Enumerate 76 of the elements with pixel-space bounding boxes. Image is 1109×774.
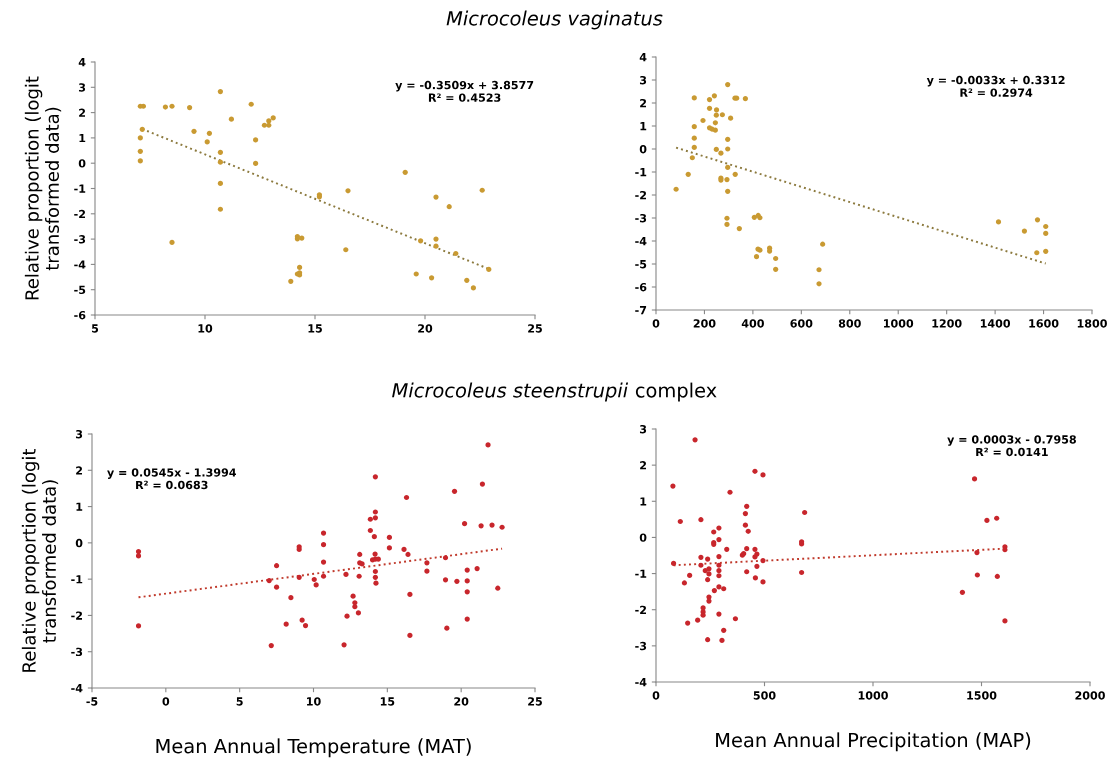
x-tick-label: 1800 (1077, 319, 1107, 328)
y-tick-label: -3 (635, 213, 647, 223)
x-tick-label: 25 (528, 697, 542, 706)
y-tick-label: 0 (78, 159, 86, 168)
x-tick-label: 25 (528, 324, 542, 333)
x-tick-label: 20 (418, 324, 433, 333)
x-tick-label: 800 (838, 319, 861, 328)
x-tick-label: 5 (236, 697, 243, 706)
y-tick-label: -4 (71, 684, 83, 693)
y-tick-label: 4 (639, 53, 647, 62)
y-tick-label: 0 (75, 538, 83, 548)
y-tick-label: -3 (71, 647, 83, 657)
x-tick-label: 10 (307, 697, 321, 706)
x-tick-label: 1500 (967, 691, 997, 700)
annotation: y = 0.0545x - 1.3994 R² = 0.0683 (107, 468, 237, 490)
y-tick-label: 1 (640, 497, 647, 506)
y-tick-label: 1 (76, 502, 83, 511)
x-tick-label: 0 (162, 697, 170, 706)
y-tick-label: -5 (635, 260, 647, 269)
y-tick-label: 0 (639, 533, 647, 542)
x-tick-label: 600 (790, 319, 813, 328)
y-tick-label: -3 (74, 235, 86, 244)
x-tick-label: 1000 (884, 319, 914, 328)
x-tick-label: 500 (753, 691, 776, 700)
x-tick-label: 5 (91, 324, 99, 333)
y-tick-label: -1 (635, 168, 647, 177)
x-tick-label: 10 (198, 324, 213, 333)
y-tick-label: 3 (639, 75, 647, 85)
y-tick-label: -6 (74, 310, 86, 320)
y-tick-label: -7 (635, 306, 647, 315)
x-tick-label: 1600 (1029, 319, 1059, 328)
x-tick-label: 0 (652, 691, 660, 700)
x-axis-title: Mean Annual Precipitation (MAP) (716, 732, 1031, 752)
y-tick-label: -3 (635, 641, 647, 651)
y-tick-label: 2 (79, 108, 86, 117)
y-tick-label: 3 (75, 429, 83, 439)
y-tick-label: -1 (635, 569, 647, 578)
y-tick-label: -4 (635, 678, 647, 687)
y-tick-label: 3 (639, 424, 647, 434)
y-tick-label: 2 (640, 461, 647, 470)
y-tick-label: 1 (79, 134, 86, 143)
y-tick-label: -1 (74, 184, 86, 193)
y-tick-label: -5 (74, 285, 86, 295)
x-axis-title: Mean Annual Temperature (MAT) (156, 738, 471, 758)
y-tick-label: 0 (639, 144, 647, 154)
y-tick-label: -6 (635, 282, 647, 292)
y-axis-title: Relative proportion (logit transformed data) (24, 76, 62, 300)
annotation: y = 0.0003x - 0.7958 R² = 0.0141 (947, 435, 1076, 457)
y-tick-label: -4 (635, 237, 647, 246)
y-tick-label: -1 (71, 575, 83, 584)
y-axis-title: Relative proportion (logit transformed data) (21, 448, 59, 672)
x-tick-label: 0 (652, 319, 660, 328)
y-tick-label: -2 (74, 209, 86, 219)
x-tick-label: 1400 (980, 319, 1011, 328)
annotation: y = -0.3509x + 3.8577 R² = 0.4523 (395, 80, 534, 102)
y-tick-label: -2 (635, 605, 647, 614)
y-tick-label: -4 (74, 260, 86, 269)
x-tick-label: 400 (741, 319, 764, 328)
annotation: y = -0.0033x + 0.3312 R² = 0.2974 (926, 75, 1065, 97)
x-tick-label: 15 (380, 697, 395, 706)
x-tick-label: 1000 (858, 691, 888, 700)
y-tick-label: -2 (71, 611, 83, 620)
y-tick-label: 2 (76, 466, 83, 475)
y-tick-label: 1 (640, 122, 647, 131)
y-tick-label: 2 (640, 98, 647, 108)
y-tick-label: -2 (635, 190, 647, 200)
x-tick-label: 20 (454, 697, 469, 706)
y-tick-label: 3 (78, 83, 86, 92)
x-tick-label: 2000 (1075, 691, 1105, 700)
x-tick-label: 15 (308, 324, 322, 333)
chart-title: Microcoleus steenstrupii complex (392, 382, 717, 402)
x-tick-label: 200 (693, 319, 716, 328)
chart-title: Microcoleus vaginatus (446, 10, 663, 30)
y-tick-label: 4 (78, 58, 86, 67)
x-tick-label: 1200 (932, 319, 962, 328)
x-tick-label: -5 (86, 697, 98, 706)
